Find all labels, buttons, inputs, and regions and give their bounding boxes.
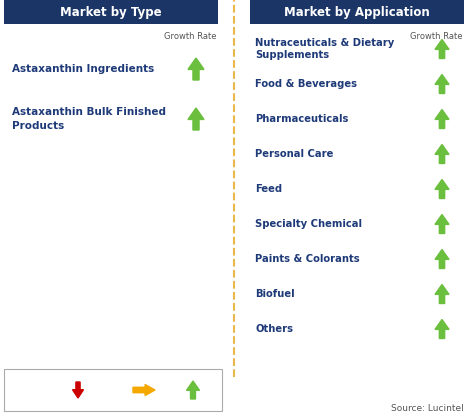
Text: Flat: Flat [118, 374, 133, 382]
Text: Personal Care: Personal Care [255, 149, 333, 159]
Text: Growth Rate: Growth Rate [410, 32, 462, 40]
Polygon shape [435, 179, 449, 198]
Text: Biofuel: Biofuel [255, 289, 295, 299]
Text: Food & Beverages: Food & Beverages [255, 79, 357, 89]
Polygon shape [73, 382, 83, 398]
Text: Feed: Feed [255, 184, 282, 194]
Text: Nutraceuticals & Dietary
Supplements: Nutraceuticals & Dietary Supplements [255, 38, 394, 60]
Polygon shape [435, 319, 449, 339]
Text: Astaxanthin Ingredients: Astaxanthin Ingredients [12, 64, 154, 74]
Polygon shape [133, 384, 155, 396]
Text: >3%: >3% [169, 399, 189, 407]
Polygon shape [435, 214, 449, 234]
Text: Astaxanthin Bulk Finished
Products: Astaxanthin Bulk Finished Products [12, 108, 166, 131]
Polygon shape [435, 110, 449, 128]
Text: Market by Application: Market by Application [284, 5, 430, 18]
Polygon shape [435, 75, 449, 93]
Text: Pharmaceuticals: Pharmaceuticals [255, 114, 348, 124]
Text: <0%: <0% [58, 399, 78, 407]
Polygon shape [4, 369, 222, 411]
Text: 0%-3%: 0%-3% [112, 399, 140, 407]
Polygon shape [435, 249, 449, 269]
Polygon shape [435, 145, 449, 163]
Polygon shape [250, 0, 464, 24]
Polygon shape [187, 381, 199, 399]
Polygon shape [435, 40, 449, 58]
Polygon shape [188, 58, 204, 80]
Text: Market by Type: Market by Type [60, 5, 162, 18]
Text: CAGR: CAGR [9, 380, 35, 389]
Text: Negative: Negative [50, 374, 86, 382]
Text: Others: Others [255, 324, 293, 334]
Polygon shape [435, 284, 449, 304]
Polygon shape [188, 108, 204, 130]
Text: Specialty Chemical: Specialty Chemical [255, 219, 362, 229]
Text: Growing: Growing [162, 374, 196, 382]
Polygon shape [4, 0, 218, 24]
Text: Source: Lucintel: Source: Lucintel [391, 404, 464, 413]
Text: (2024-30):: (2024-30): [9, 392, 58, 400]
Text: Paints & Colorants: Paints & Colorants [255, 254, 359, 264]
Text: Growth Rate: Growth Rate [163, 32, 216, 40]
